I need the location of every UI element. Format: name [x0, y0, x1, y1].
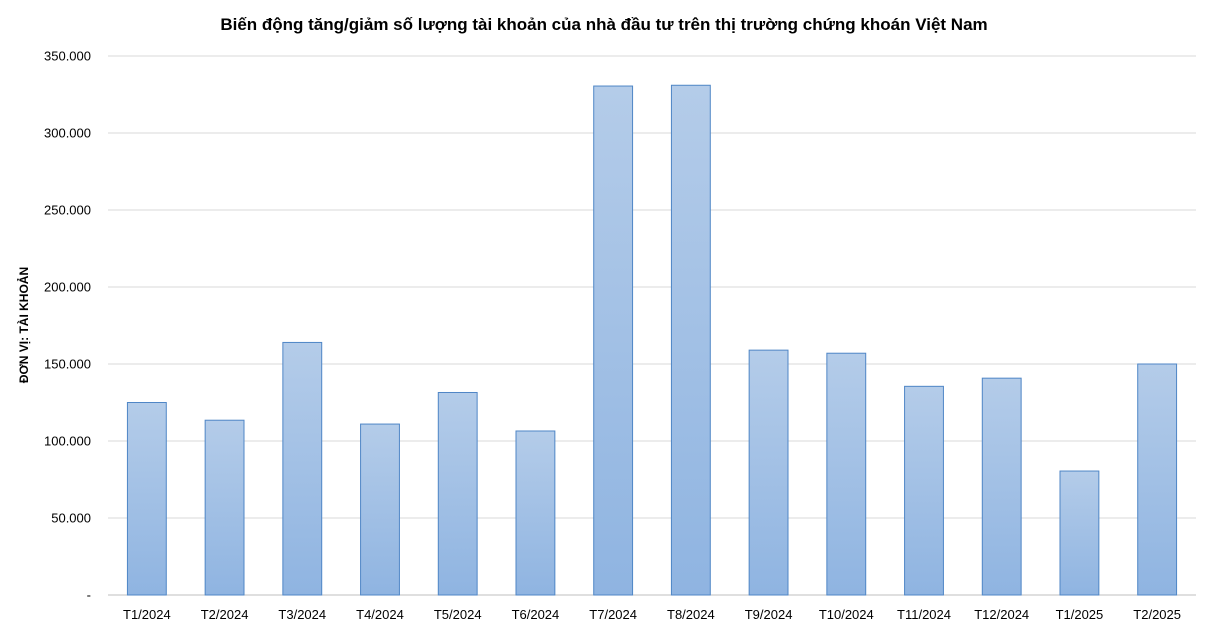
bar-t6-2024 — [515, 430, 556, 596]
chart-title: Biến động tăng/giảm số lượng tài khoản c… — [220, 15, 987, 34]
bar-t8-2024 — [670, 84, 711, 596]
bar-t4-2024 — [360, 423, 400, 596]
bar-t10-2024 — [826, 352, 867, 596]
y-axis-ticks: - 50.000 100.000 150.000 200.000 250.000 300.0… — [44, 49, 91, 603]
bar-t2-2025 — [1137, 363, 1178, 596]
x-tick-label: T8/2024 — [667, 607, 715, 622]
x-tick-label: T1/2024 — [123, 607, 171, 622]
bar-t2-2024 — [204, 419, 245, 596]
x-tick-label: T2/2025 — [1133, 607, 1181, 622]
x-tick-label: T2/2024 — [201, 607, 249, 622]
x-tick-label: T1/2025 — [1056, 607, 1104, 622]
y-tick-label: 100.000 — [44, 434, 91, 449]
bar-t11-2024 — [904, 385, 944, 596]
bars — [126, 84, 1178, 596]
bar-t3-2024 — [282, 341, 323, 596]
y-tick-label: 350.000 — [44, 49, 91, 64]
bar-t5-2024 — [437, 391, 478, 596]
bar-t9-2024 — [748, 349, 789, 596]
y-tick-label: 300.000 — [44, 126, 91, 141]
y-tick-label: - — [87, 588, 91, 603]
x-axis-ticks: T1/2024 T2/2024 T3/2024 T4/2024 T5/2024 T6/20… — [123, 607, 1181, 622]
y-tick-label: 50.000 — [51, 511, 91, 526]
y-tick-label: 150.000 — [44, 357, 91, 372]
x-tick-label: T7/2024 — [589, 607, 637, 622]
x-tick-label: T5/2024 — [434, 607, 482, 622]
x-tick-label: T4/2024 — [356, 607, 404, 622]
x-tick-label: T6/2024 — [512, 607, 560, 622]
bar-t1-2024 — [126, 402, 167, 596]
x-tick-label: T12/2024 — [974, 607, 1029, 622]
gridlines — [108, 55, 1196, 596]
y-tick-label: 200.000 — [44, 280, 91, 295]
bar-t1-2025 — [1059, 470, 1100, 596]
x-tick-label: T10/2024 — [819, 607, 874, 622]
y-tick-label: 250.000 — [44, 203, 91, 218]
bar-t7-2024 — [593, 85, 634, 596]
x-tick-label: T9/2024 — [745, 607, 793, 622]
x-tick-label: T11/2024 — [897, 607, 951, 622]
x-tick-label: T3/2024 — [278, 607, 326, 622]
bar-t12-2024 — [981, 377, 1022, 596]
y-axis-label: ĐƠN VỊ: TÀI KHOẢN — [16, 267, 31, 383]
